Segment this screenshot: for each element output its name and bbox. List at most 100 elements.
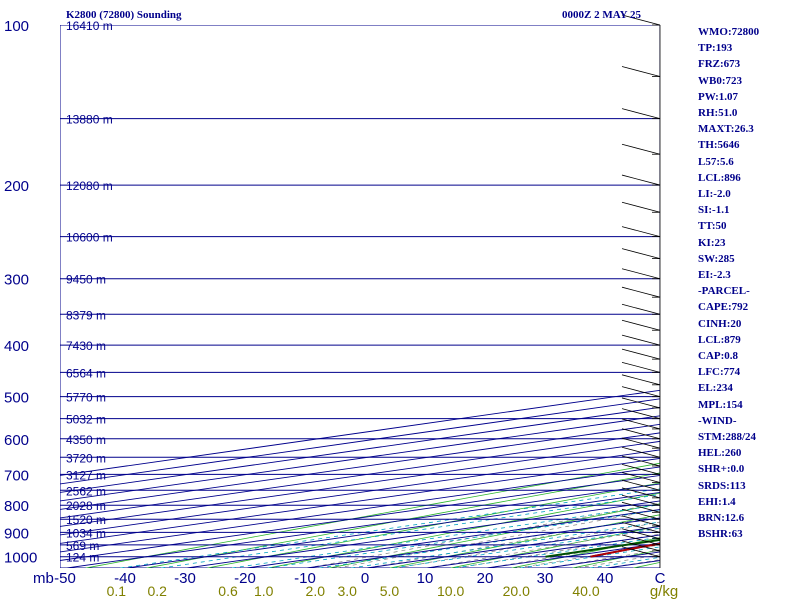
height-label: 7430 m [66, 339, 106, 353]
pressure-tick-label: 200 [4, 178, 29, 195]
mixing-ratio-tick-label: 1.0 [254, 583, 274, 599]
dry-adiabat [268, 492, 660, 568]
stat-item: FRZ:673 [698, 58, 741, 71]
temperature-tick-label: -20 [234, 570, 256, 587]
wind-barb [621, 534, 661, 546]
wind-barb [621, 248, 661, 259]
wind-barb [621, 446, 661, 458]
wind-barb [621, 501, 661, 513]
pressure-tick-label: 300 [4, 272, 29, 289]
stat-item: MPL:154 [698, 398, 743, 411]
dry-adiabat [450, 525, 660, 568]
chart-grid [60, 25, 660, 568]
height-label: 2562 m [66, 484, 106, 498]
height-label: 9450 m [66, 273, 106, 287]
wind-barb [621, 428, 661, 440]
stat-item: -WIND- [698, 414, 737, 427]
stat-item: BRN:12.6 [698, 512, 745, 525]
isotherm [60, 398, 660, 485]
pressure-tick-label: 100 [4, 18, 29, 35]
height-label: 569 m [66, 539, 99, 553]
height-label: 3127 m [66, 468, 106, 482]
height-label: 5770 m [66, 391, 106, 405]
stat-item: TT:50 [698, 220, 727, 233]
mixing-ratio-tick-label: 3.0 [337, 583, 357, 599]
isotherm [60, 457, 660, 544]
moist-adiabat [306, 502, 660, 568]
stat-item: KI:23 [698, 236, 726, 249]
pressure-axis-label: mb [33, 570, 54, 587]
temperature-tick-label: 10 [417, 570, 434, 587]
mixing-ratio-tick-label: 20.0 [503, 583, 530, 599]
stat-item: -PARCEL- [698, 285, 750, 298]
temperature-tick-label: -40 [114, 570, 136, 587]
height-label: 3720 m [66, 451, 106, 465]
stat-item: WB0:723 [698, 74, 742, 87]
wind-barb [621, 437, 661, 449]
wind-barb [621, 201, 661, 213]
height-label: 1034 m [66, 526, 106, 540]
dry-adiabat [146, 472, 660, 568]
isotherm [60, 423, 660, 510]
dry-adiabat [85, 462, 660, 568]
plot-frame [60, 25, 660, 568]
pressure-tick-label: 600 [4, 432, 29, 449]
moist-adiabat [456, 533, 660, 568]
stat-item: STM:288/24 [698, 431, 757, 444]
stat-item: MAXT:26.3 [698, 123, 754, 136]
temperature-tick-label: -10 [294, 570, 316, 587]
sounding-time: 0000Z 2 MAY 25 [562, 9, 641, 21]
stat-item: PW:1.07 [698, 90, 739, 103]
mixing-ratio-tick-label: 10.0 [437, 583, 464, 599]
wind-barb [621, 319, 661, 331]
pressure-tick-label: 700 [4, 467, 29, 484]
isotherm [60, 466, 660, 553]
stat-item: CAP:0.8 [698, 350, 739, 363]
stat-item: SW:285 [698, 252, 735, 265]
pressure-tick-label: 500 [4, 390, 29, 407]
temperature-tick-label: 40 [597, 570, 614, 587]
stat-item: CAPE:792 [698, 301, 749, 314]
wind-barb [621, 348, 661, 360]
stat-item: L57:5.6 [698, 155, 734, 168]
moist-adiabat [396, 521, 660, 568]
temperature-tick-label: 20 [477, 570, 494, 587]
stat-item: TH:5646 [698, 139, 740, 152]
isotherm [60, 406, 660, 493]
stat-item: EL:234 [698, 382, 733, 395]
mixing-ratio-tick-label: 0.1 [107, 583, 127, 599]
temperature-axis-unit: C [655, 570, 666, 587]
stat-item: SRDS:113 [698, 479, 746, 492]
wind-barb [621, 472, 661, 483]
wind-barb [621, 494, 661, 506]
stat-item: CINH:20 [698, 317, 742, 330]
mixing-ratio-axis-unit: g/kg [650, 583, 678, 600]
pressure-tick-label: 900 [4, 525, 29, 542]
wind-barb [621, 361, 661, 373]
pressure-tick-label: 800 [4, 498, 29, 515]
height-label: 5032 m [66, 413, 106, 427]
isotherms [60, 389, 660, 568]
wind-barb [621, 546, 661, 558]
mixing-ratio-tick-label: 40.0 [572, 583, 599, 599]
stat-item: EI:-2.3 [698, 269, 731, 282]
wind-barb [621, 522, 661, 533]
stat-item: SI:-1.1 [698, 204, 730, 217]
stat-item: RH:51.0 [698, 107, 738, 120]
wind-barb [621, 463, 661, 475]
stat-item: LCL:879 [698, 333, 741, 346]
wind-barb [621, 386, 661, 398]
temperature-tick-label: 30 [537, 570, 554, 587]
wind-barb [621, 487, 661, 499]
stat-item: EHI:1.4 [698, 495, 736, 508]
stat-item: TP:193 [698, 42, 733, 55]
wind-barb [621, 268, 661, 280]
height-label: 13880 m [66, 113, 113, 127]
wind-barb [621, 174, 661, 186]
temperature-tick-label: -30 [174, 570, 196, 587]
wind-barb [621, 108, 661, 120]
wind-barb [621, 528, 661, 540]
wind-barb [621, 334, 661, 346]
mixing-ratio-tick-label: 0.2 [148, 583, 168, 599]
